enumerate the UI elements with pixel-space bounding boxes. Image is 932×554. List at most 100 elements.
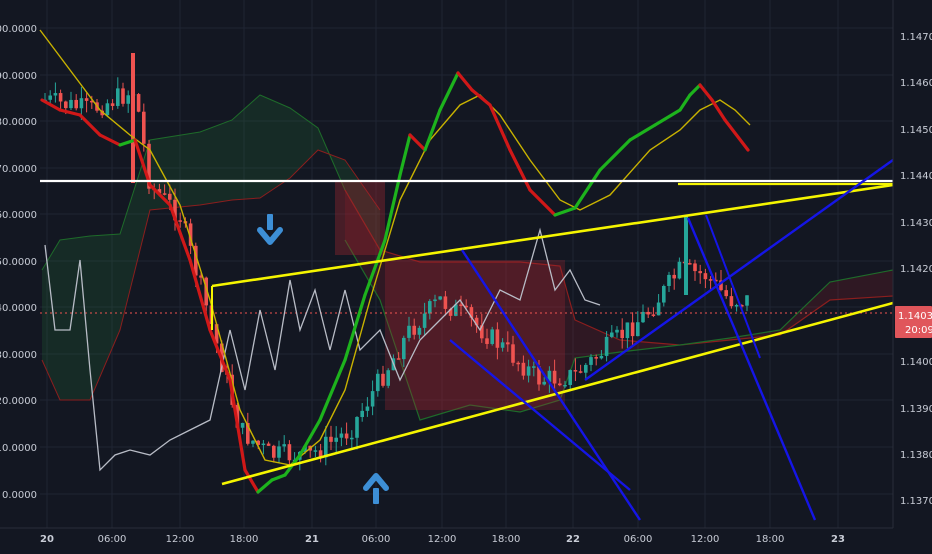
left-axis-tick-label: 90.0000: [0, 71, 37, 82]
candle-body: [136, 94, 141, 112]
candle-body: [448, 308, 453, 316]
stoch-k-rising: [553, 206, 577, 217]
cloud-span-a: [41, 94, 381, 271]
stoch-k-rising: [423, 108, 442, 152]
left-axis-tick-label: 100.0000: [0, 24, 37, 35]
candle-body: [324, 436, 328, 458]
candle-body: [318, 450, 323, 458]
candle-body: [58, 93, 63, 102]
stoch-k-falling: [408, 133, 427, 152]
blue-trendline: [449, 339, 631, 491]
candle-body: [684, 215, 688, 295]
candle-body: [261, 443, 266, 446]
candle-body: [474, 317, 479, 326]
candle-body: [277, 446, 281, 458]
stoch-k-rising: [628, 123, 657, 142]
range-box: [335, 180, 385, 255]
up-arrow-head: [363, 473, 389, 491]
candle-body: [48, 95, 52, 100]
candle-body: [469, 307, 474, 318]
stoch-k-rising: [688, 83, 702, 97]
candle-body: [272, 445, 276, 458]
bottom-axis-panel: [0, 528, 932, 550]
candle-body: [714, 279, 718, 282]
x-axis-tick-label: 18:00: [492, 534, 521, 545]
stoch-k-rising: [363, 238, 387, 297]
left-axis-tick-label: 80.0000: [0, 117, 37, 128]
candle-body: [672, 274, 676, 279]
stoch-k-falling: [78, 113, 102, 137]
candle-body: [734, 305, 739, 307]
x-axis-tick-label: 06:00: [624, 534, 653, 545]
candle-body: [625, 322, 630, 339]
candle-body: [526, 366, 531, 376]
candle-body: [376, 373, 380, 392]
stoch-k-rising: [653, 108, 682, 127]
candle-body: [438, 296, 442, 300]
candle-body: [53, 93, 58, 96]
stoch-k-falling: [133, 138, 152, 187]
candle-body: [407, 325, 411, 338]
left-axis-tick-label: 40.0000: [0, 303, 37, 314]
stoch-k-rising: [398, 133, 412, 177]
candle-body: [589, 357, 593, 365]
candle-body: [480, 325, 484, 339]
stoch-k-rising: [598, 138, 632, 172]
candle-body: [402, 337, 406, 360]
candle-body: [433, 299, 437, 302]
candle-body: [422, 313, 427, 328]
candle-body: [110, 103, 115, 106]
candle-body: [64, 101, 68, 109]
right-axis-tick-label: 1.14000: [900, 357, 932, 368]
candle-body: [386, 370, 390, 386]
stoch-k-falling: [698, 83, 714, 102]
candle-body: [630, 322, 635, 337]
candle-body: [126, 95, 130, 104]
right-axis-tick-label: 1.13700: [900, 496, 932, 507]
stoch-k-rising: [318, 358, 347, 422]
ichimoku-cloud: [41, 94, 894, 421]
candle-body: [339, 433, 344, 438]
candle-body: [121, 88, 125, 104]
stoch-k-falling: [188, 258, 212, 332]
candle-body: [204, 277, 208, 306]
candle-body: [334, 437, 338, 442]
candle-body: [532, 366, 536, 368]
up-arrow-shaft: [373, 488, 379, 504]
x-axis-tick-label: 18:00: [230, 534, 259, 545]
left-axis-tick-label: 30.0000: [0, 350, 37, 361]
candle-body: [266, 443, 271, 446]
stoch-k-falling: [456, 71, 474, 92]
candle-body: [168, 193, 172, 200]
candle-body: [610, 332, 614, 337]
blue-trendline: [584, 159, 894, 381]
candle-body: [620, 329, 624, 339]
candle-body: [365, 406, 370, 411]
last-price-badge-bg: [895, 306, 932, 338]
range-boxes: [335, 180, 565, 410]
cloud-bull-area: [42, 95, 380, 400]
candle-body: [667, 274, 671, 286]
candle-body: [677, 261, 682, 279]
x-axis-tick-label: 20: [40, 534, 54, 545]
candle-body: [745, 295, 749, 306]
candle-body: [370, 391, 375, 407]
up-arrow-icon: [363, 473, 389, 504]
candle-body: [521, 362, 526, 376]
candle-body: [214, 324, 219, 344]
candle-body: [547, 370, 552, 382]
range-box: [385, 260, 565, 410]
candle-body: [693, 263, 697, 272]
candle-body: [84, 98, 89, 101]
left-axis-tick-label: 70.0000: [0, 164, 37, 175]
cloud-span-a2: [344, 239, 894, 421]
stoch-k-falling: [58, 108, 82, 117]
stoch-k-falling: [168, 203, 192, 262]
candle-body: [105, 103, 110, 116]
candle-body: [79, 98, 84, 109]
right-axis-tick-label: 1.14200: [900, 264, 932, 275]
candle-body: [173, 199, 177, 221]
candle-body: [646, 311, 650, 315]
left-axis-tick-label: 10.0000: [0, 443, 37, 454]
stoch-k-falling: [208, 328, 232, 382]
